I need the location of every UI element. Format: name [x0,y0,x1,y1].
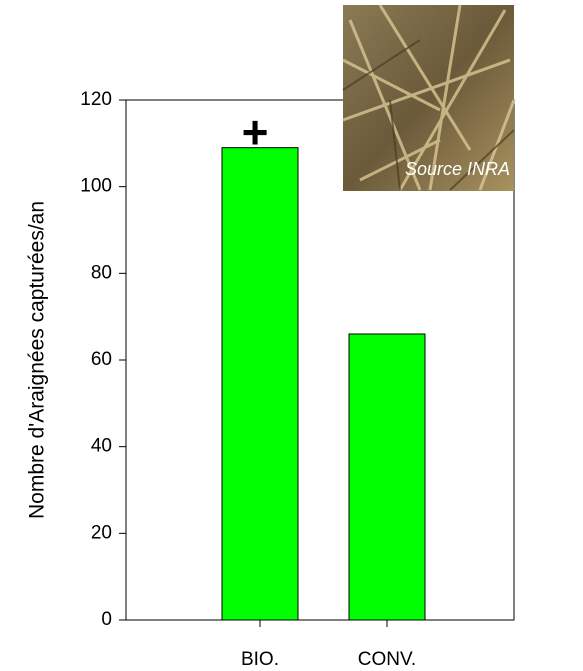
photo-caption: Source INRA [405,159,510,179]
bar [221,147,299,621]
y-tick-label: 100 [80,176,112,197]
photo-background [343,5,514,191]
y-tick-label: 120 [80,89,112,110]
x-tick-label: CONV. [358,649,416,670]
photo-shadows [342,39,515,191]
annotation: + [242,106,269,158]
bar [348,333,426,621]
y-tick-label: 60 [91,349,112,370]
y-tick-label: 0 [101,609,112,630]
plot-area: 0 20 40 60 80 100 120 BIO. CONV. + [80,89,515,670]
y-tick-label: 20 [91,522,112,543]
y-axis-label: Nombre d'Araignées capturées/an [26,201,49,519]
y-tick-label: 40 [91,436,112,457]
y-tick-label: 80 [91,262,112,283]
photo: Source INRA [342,4,516,191]
x-tick-label: BIO. [241,649,279,670]
photo-texture [342,4,516,191]
